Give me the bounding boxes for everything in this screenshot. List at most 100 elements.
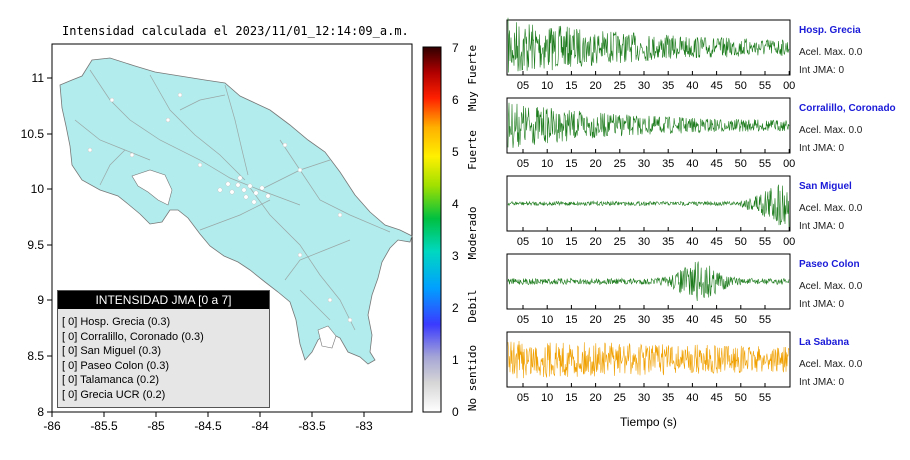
map-y-ticks <box>47 77 52 413</box>
y-tick-label: 8.5 <box>27 349 44 363</box>
colorbar-tick: 5 <box>452 145 459 159</box>
time-tick-label: 05 <box>517 392 529 404</box>
time-tick-label: 10 <box>541 236 553 248</box>
gulf-of-nicoya <box>131 169 173 206</box>
x-tick-label: -83 <box>355 419 373 433</box>
y-tick-label: 8 <box>37 405 44 419</box>
y-tick-label: 9 <box>37 293 44 307</box>
x-tick-label: -84 <box>251 419 269 433</box>
legend-item: [ 0] Corralillo, Coronado (0.3) <box>62 330 204 343</box>
time-tick-label: 50 <box>735 314 747 326</box>
time-tick-label: 10 <box>541 158 553 170</box>
waveform-trace <box>507 261 790 302</box>
time-tick-label: 45 <box>710 236 722 248</box>
time-tick-label: 30 <box>638 80 650 92</box>
time-tick-label: 30 <box>638 314 650 326</box>
time-tick-label: 40 <box>686 80 698 92</box>
legend-item: [ 0] Talamanca (0.2) <box>62 374 160 386</box>
time-tick-label: 30 <box>638 236 650 248</box>
station-name: Paseo Colon <box>799 259 860 270</box>
time-tick-label: 40 <box>686 158 698 170</box>
waveform-panel: 05 10 15 20 25 30 35 40 45 50 55 00 <box>506 97 795 170</box>
waveform-trace <box>507 17 790 73</box>
time-tick-label: 50 <box>735 80 747 92</box>
colorbar-label: Fuerte <box>466 130 479 170</box>
station-jma: Int JMA: 0 <box>799 143 845 154</box>
station-jma: Int JMA: 0 <box>799 377 845 388</box>
station-acel: Acel. Max. 0.0 <box>799 125 863 136</box>
costa-rica-landmass <box>59 57 413 365</box>
legend-list: [ 0] Hosp. Grecia (0.3) [ 0] Corralillo,… <box>62 315 269 402</box>
time-tick-label: 25 <box>614 392 626 404</box>
time-tick-label: 05 <box>517 80 529 92</box>
time-tick-label: 10 <box>541 314 553 326</box>
golfo-dulce <box>317 325 337 349</box>
time-tick-label: 40 <box>686 236 698 248</box>
waveform-panel: 05 10 15 20 25 30 35 40 45 50 55 00 <box>506 175 795 248</box>
time-tick-label: 20 <box>589 314 601 326</box>
station-jma: Int JMA: 0 <box>799 299 845 310</box>
time-tick-label: 30 <box>638 158 650 170</box>
time-tick-label: 25 <box>614 80 626 92</box>
y-tick-label: 10 <box>31 182 45 196</box>
time-tick-label: 35 <box>662 392 674 404</box>
y-tick-label: 9.5 <box>27 238 44 252</box>
colorbar-tick: 0 <box>452 405 459 419</box>
time-tick-label: 05 <box>517 158 529 170</box>
waveform-trace <box>507 340 790 379</box>
time-tick-label: 35 <box>662 314 674 326</box>
station-name: San Miguel <box>799 181 852 192</box>
time-tick-label: 20 <box>589 80 601 92</box>
roads-and-boundaries <box>74 69 391 331</box>
map-title: Intensidad calculada el 2023/11/01_12:14… <box>62 24 409 38</box>
time-tick-label: 05 <box>517 236 529 248</box>
station-jma: Int JMA: 0 <box>799 221 845 232</box>
waveform-trace <box>507 184 790 228</box>
time-tick-label: 00 <box>783 80 795 92</box>
intensity-legend: INTENSIDAD JMA [0 a 7] [ 0] Hosp. Grecia… <box>57 290 270 408</box>
time-tick-label: 45 <box>710 158 722 170</box>
time-tick-label: 15 <box>565 158 577 170</box>
time-tick-label: 50 <box>735 158 747 170</box>
time-tick-label: 25 <box>614 158 626 170</box>
time-tick-label: 50 <box>735 236 747 248</box>
x-tick-label: -85 <box>147 419 165 433</box>
time-tick-label: 00 <box>783 158 795 170</box>
time-tick-label: 35 <box>662 158 674 170</box>
legend-item: [ 0] Hosp. Grecia (0.3) <box>62 316 171 328</box>
time-tick-label: 45 <box>710 392 722 404</box>
station-jma: Int JMA: 0 <box>799 65 845 76</box>
time-tick-label: 35 <box>662 80 674 92</box>
station-acel: Acel. Max. 0.0 <box>799 359 863 370</box>
x-tick-label: -84.5 <box>194 419 222 433</box>
legend-item: [ 0] Grecia UCR (0.2) <box>62 388 166 401</box>
colorbar-tick: 1 <box>452 353 459 367</box>
waveform-panel: 05 10 15 20 25 30 35 40 45 50 55 <box>506 331 791 404</box>
legend-item: [ 0] San Miguel (0.3) <box>62 345 162 357</box>
time-tick-label: 40 <box>686 314 698 326</box>
time-tick-label: 15 <box>565 236 577 248</box>
time-tick-label: 15 <box>565 392 577 404</box>
colorbar-gradient <box>422 46 442 413</box>
time-tick-label: 55 <box>759 392 771 404</box>
time-tick-label: 55 <box>759 80 771 92</box>
station-acel: Acel. Max. 0.0 <box>799 203 863 214</box>
colorbar-tick: 2 <box>452 301 459 315</box>
time-tick-label: 45 <box>710 80 722 92</box>
colorbar-tick: 7 <box>452 41 459 55</box>
station-name: Hosp. Grecia <box>799 25 861 36</box>
legend-title: INTENSIDAD JMA [0 a 7] <box>58 291 269 309</box>
x-tick-label: -86 <box>43 419 61 433</box>
time-tick-label: 50 <box>735 392 747 404</box>
colorbar-label: Debil <box>466 289 479 322</box>
time-tick-label: 10 <box>541 392 553 404</box>
time-tick-label: 25 <box>614 314 626 326</box>
colorbar-label: No sentido <box>466 345 479 411</box>
time-tick-label: 35 <box>662 236 674 248</box>
colorbar-tick: 6 <box>452 93 459 107</box>
time-tick-label: 30 <box>638 392 650 404</box>
station-acel: Acel. Max. 0.0 <box>799 47 863 58</box>
time-tick-label: 20 <box>589 236 601 248</box>
